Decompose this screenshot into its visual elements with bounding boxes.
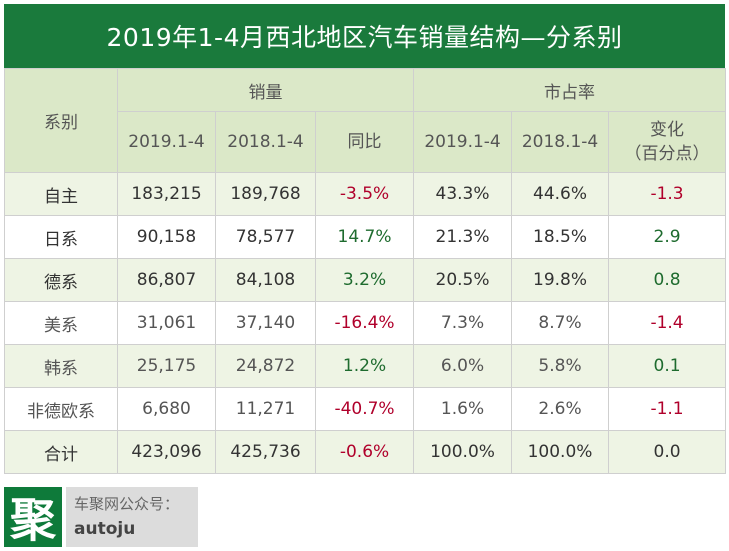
header-change-line2: （百分点） [624,144,710,164]
row-sales-2019: 31,061 [117,301,216,345]
row-sales-2019: 423,096 [117,430,216,474]
header-sales-2018: 2018.1-4 [215,111,316,173]
header-yoy: 同比 [314,111,415,173]
header-row-columns: 2019.1-4 2018.1-4 同比 2019.1-4 2018.1-4 变… [4,111,727,173]
header-group-sales: 销量 [116,68,415,112]
footer-account-id: autoju [74,519,136,539]
row-sales-2019: 6,680 [117,387,216,431]
row-share-2018: 5.8% [511,344,610,388]
row-name: 日系 [4,215,118,259]
row-change: -1.3 [608,172,727,216]
row-share-2019: 20.5% [413,258,513,302]
row-share-2019: 100.0% [413,430,513,474]
row-sales-2018: 189,768 [215,172,316,216]
sales-structure-table: 系别 销量 市占率 2019.1-4 2018.1-4 同比 2019.1-4 … [4,68,727,474]
table-row: 非德欧系 6,680 11,271 -40.7% 1.6% 2.6% -1.1 [4,387,727,431]
row-name: 美系 [4,301,118,345]
row-sales-2019: 90,158 [117,215,216,259]
row-change: 0.8 [608,258,727,302]
row-name: 合计 [4,430,118,474]
row-share-2019: 7.3% [413,301,513,345]
row-share-2019: 1.6% [413,387,513,431]
row-share-2019: 21.3% [413,215,513,259]
table-title: 2019年1-4月西北地区汽车销量结构—分系别 [4,4,725,68]
header-change-line1: 变化 [650,120,685,140]
row-share-2018: 100.0% [511,430,610,474]
row-change: -1.4 [608,301,727,345]
row-share-2019: 43.3% [413,172,513,216]
header-change: 变化 （百分点） [608,111,727,173]
table-row: 美系 31,061 37,140 -16.4% 7.3% 8.7% -1.4 [4,301,727,345]
row-yoy: 1.2% [314,344,415,388]
row-sales-2018: 11,271 [215,387,316,431]
header-sales-2019: 2019.1-4 [117,111,216,173]
table-row: 日系 90,158 78,577 14.7% 21.3% 18.5% 2.9 [4,215,727,259]
row-yoy: 14.7% [314,215,415,259]
row-share-2018: 2.6% [511,387,610,431]
row-sales-2018: 425,736 [215,430,316,474]
row-change: -1.1 [608,387,727,431]
row-share-2018: 19.8% [511,258,610,302]
header-group-share: 市占率 [413,68,727,112]
row-sales-2019: 86,807 [117,258,216,302]
row-sales-2018: 24,872 [215,344,316,388]
row-change: 2.9 [608,215,727,259]
row-sales-2018: 37,140 [215,301,316,345]
footer-label: 车聚网公众号： [74,495,180,513]
row-yoy: -0.6% [314,430,415,474]
row-yoy: -40.7% [314,387,415,431]
row-name: 德系 [4,258,118,302]
row-name: 非德欧系 [4,387,118,431]
table-row-total: 合计 423,096 425,736 -0.6% 100.0% 100.0% 0… [4,430,727,474]
footer-account-box: 车聚网公众号： autoju [66,487,198,547]
row-sales-2018: 84,108 [215,258,316,302]
table-row: 韩系 25,175 24,872 1.2% 6.0% 5.8% 0.1 [4,344,727,388]
row-share-2018: 18.5% [511,215,610,259]
autoju-logo: 聚 [4,487,62,547]
table-row: 德系 86,807 84,108 3.2% 20.5% 19.8% 0.8 [4,258,727,302]
header-share-2019: 2019.1-4 [413,111,513,173]
header-share-2018: 2018.1-4 [511,111,610,173]
row-name: 自主 [4,172,118,216]
row-sales-2019: 183,215 [117,172,216,216]
header-row-groups: 系别 销量 市占率 [4,68,727,173]
row-sales-2019: 25,175 [117,344,216,388]
row-yoy: -16.4% [314,301,415,345]
header-series: 系别 [4,68,118,173]
row-share-2018: 8.7% [511,301,610,345]
row-yoy: -3.5% [314,172,415,216]
row-share-2019: 6.0% [413,344,513,388]
row-name: 韩系 [4,344,118,388]
row-change: 0.1 [608,344,727,388]
row-share-2018: 44.6% [511,172,610,216]
row-sales-2018: 78,577 [215,215,316,259]
row-change: 0.0 [608,430,727,474]
row-yoy: 3.2% [314,258,415,302]
table-row: 自主 183,215 189,768 -3.5% 43.3% 44.6% -1.… [4,172,727,216]
